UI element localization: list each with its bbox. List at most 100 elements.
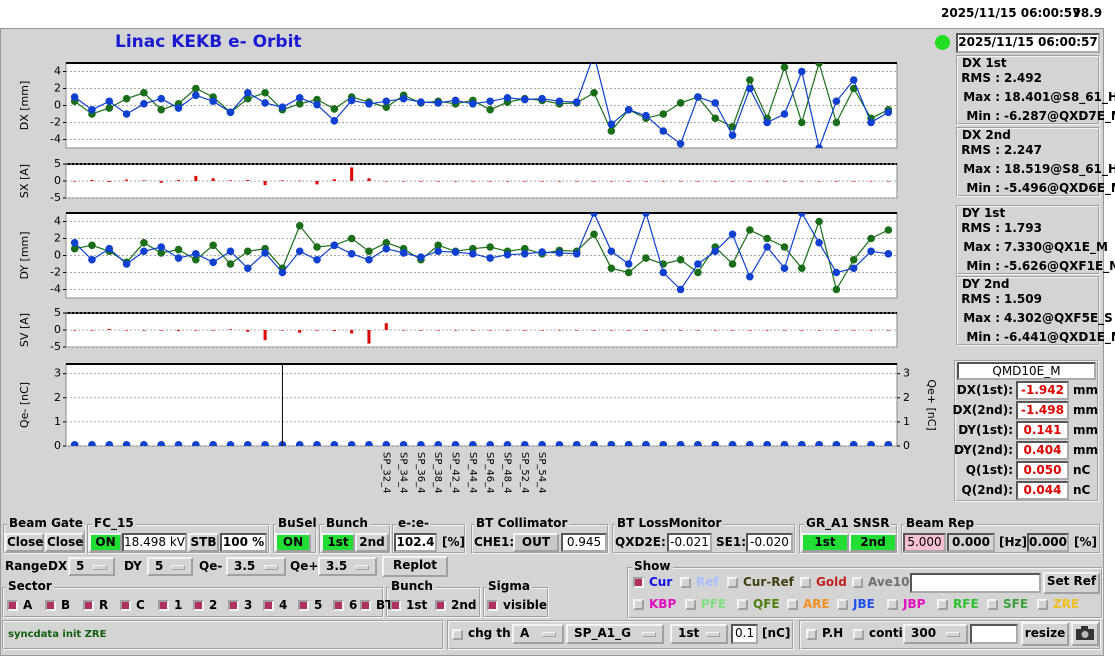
checkbox[interactable]	[7, 600, 18, 611]
checkbox[interactable]	[887, 599, 898, 610]
close-button[interactable]: Close	[5, 533, 44, 552]
marks	[70, 440, 893, 446]
bar	[852, 330, 856, 331]
bunch-1st[interactable]: 1st	[321, 533, 355, 552]
data-point	[278, 103, 287, 111]
checkbox[interactable]	[333, 600, 344, 611]
bar	[575, 330, 579, 331]
checkbox[interactable]	[737, 599, 748, 610]
snsr-2nd[interactable]: 2nd	[849, 533, 897, 552]
replot-button[interactable]: Replot	[382, 556, 448, 577]
data-point	[261, 88, 269, 97]
checkbox[interactable]	[452, 629, 463, 640]
stats-value: 18.401@S8_61_H1	[1004, 90, 1115, 104]
checkbox[interactable]	[800, 577, 811, 588]
checkbox[interactable]	[487, 600, 498, 611]
fc-state[interactable]: ON	[89, 533, 122, 552]
threshold-input[interactable]: 0.1	[731, 624, 758, 644]
data-point	[226, 247, 235, 256]
bar	[540, 330, 544, 331]
dy-range[interactable]: 5	[147, 557, 193, 576]
checkbox[interactable]	[83, 600, 94, 611]
y-tick-label: -5	[50, 191, 61, 204]
set-ref-button[interactable]: Set Ref	[1043, 572, 1100, 594]
checkbox[interactable]	[837, 599, 848, 610]
bunch-select[interactable]: 1st	[670, 624, 728, 644]
checkbox[interactable]	[45, 600, 56, 611]
hold-box	[799, 620, 1101, 650]
bar	[107, 181, 111, 183]
checkbox[interactable]	[727, 577, 738, 588]
bar	[177, 179, 181, 181]
checkbox[interactable]	[987, 599, 998, 610]
checkbox-label: Ref	[696, 575, 719, 589]
data-point	[642, 111, 650, 120]
snsr-1st[interactable]: 1st	[801, 533, 849, 552]
stats-title: DY 2nd	[962, 277, 1010, 291]
data-point	[382, 103, 391, 111]
data-point	[676, 139, 685, 148]
stb-button[interactable]: STB	[188, 533, 219, 552]
resize-button[interactable]: resize	[1021, 622, 1069, 646]
stats-value: 2.247	[1004, 143, 1042, 157]
checkbox[interactable]	[937, 599, 948, 610]
bar	[782, 181, 786, 182]
data-point	[694, 260, 702, 268]
data-point	[226, 260, 235, 268]
checkbox[interactable]	[1037, 599, 1048, 610]
busel-state[interactable]: ON	[275, 533, 311, 552]
data-point	[174, 440, 183, 446]
data-point	[780, 63, 789, 72]
checkbox[interactable]	[633, 599, 644, 610]
checkbox[interactable]	[298, 600, 309, 611]
checkbox[interactable]	[120, 600, 131, 611]
checkbox[interactable]	[852, 577, 863, 588]
data-point	[815, 238, 823, 247]
data-point	[624, 260, 633, 268]
data-point	[590, 213, 598, 217]
close-button[interactable]: Close	[45, 533, 84, 552]
camera-button[interactable]	[1071, 622, 1099, 646]
readout-label: DY(1st):	[958, 423, 1013, 437]
checkbox[interactable]	[193, 600, 204, 611]
data-point	[226, 440, 235, 446]
checkbox[interactable]	[853, 629, 864, 640]
data-point	[486, 254, 494, 262]
dx-range[interactable]: 5	[68, 557, 115, 576]
checkbox-label: 1st	[406, 598, 428, 612]
ref-input[interactable]	[910, 573, 1041, 593]
checkbox[interactable]	[360, 600, 371, 611]
count-select[interactable]: 300	[903, 624, 968, 644]
checkbox[interactable]	[633, 577, 644, 588]
sector-select[interactable]: A	[512, 624, 564, 644]
signal-select[interactable]: SP_A1_G	[566, 624, 664, 644]
checkbox[interactable]	[787, 599, 798, 610]
data-point	[382, 244, 391, 253]
bar	[869, 181, 873, 182]
data-point	[417, 440, 425, 446]
count-input[interactable]	[970, 624, 1018, 644]
y2-axis-label: Qe+ [nC]	[925, 379, 938, 430]
checkbox[interactable]	[228, 600, 239, 611]
readout-unit: mm	[1073, 443, 1099, 457]
bar	[661, 330, 665, 331]
data-point	[243, 94, 252, 103]
checkbox[interactable]	[685, 599, 696, 610]
qem-range[interactable]: 3.5	[226, 557, 286, 576]
data-point	[659, 440, 668, 446]
checkbox[interactable]	[263, 600, 274, 611]
x-tick-label: SP_32_4	[380, 452, 391, 493]
checkbox[interactable]	[390, 600, 401, 611]
bar	[384, 181, 388, 182]
bunch-2nd[interactable]: 2nd	[355, 533, 389, 552]
readout-value: -1.498	[1016, 401, 1069, 420]
checkbox[interactable]	[158, 600, 169, 611]
data-point	[157, 94, 166, 103]
checkbox[interactable]	[680, 577, 691, 588]
data-point	[469, 440, 477, 446]
checkbox-label: ARE	[803, 597, 830, 611]
checkbox[interactable]	[435, 600, 446, 611]
checkbox[interactable]	[806, 629, 817, 640]
qep-range[interactable]: 3.5	[318, 557, 377, 576]
y-tick-label: 2	[54, 232, 61, 245]
